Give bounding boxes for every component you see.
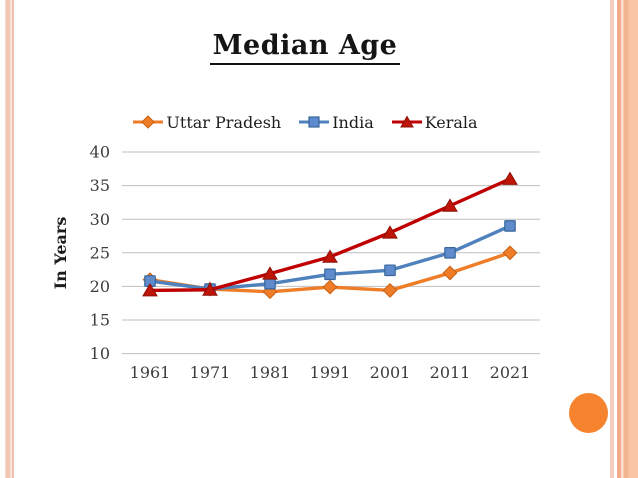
- y-tick-label: 20: [90, 277, 110, 296]
- right-border-stripe-accent: [617, 0, 621, 478]
- square-icon: [308, 116, 320, 128]
- right-border-stripe-thin: [610, 0, 614, 478]
- x-tick-labels: 1961 1971 1981 1991 2001 2011 2021: [130, 363, 531, 382]
- triangle-marker: [382, 225, 398, 239]
- right-border-band: [621, 0, 638, 478]
- square-marker: [504, 220, 516, 232]
- x-tick-label: 1961: [130, 363, 171, 382]
- y-tick-label: 30: [90, 210, 110, 229]
- diamond-legend-swatch-icon: [133, 115, 164, 129]
- x-tick-label: 1991: [310, 363, 351, 382]
- chart-legend: Uttar Pradesh India Kerala: [0, 111, 610, 133]
- y-tick-label: 15: [90, 311, 110, 330]
- triangle-marker: [442, 198, 458, 212]
- y-tick-label: 35: [90, 176, 110, 195]
- page-title-text: Median Age: [209, 30, 401, 65]
- legend-label: Uttar Pradesh: [166, 112, 282, 132]
- square-marker: [264, 277, 276, 290]
- diamond-marker: [442, 265, 458, 281]
- diamond-marker: [322, 279, 338, 295]
- y-axis-title: In Years: [51, 217, 70, 290]
- y-tick-labels: 40 35 30 25 20 15 10: [90, 143, 110, 364]
- square-marker: [384, 264, 396, 277]
- y-tick-label: 10: [90, 344, 110, 363]
- x-tick-label: 2011: [430, 363, 471, 382]
- triangle-marker: [142, 283, 158, 297]
- series-kerala: [142, 171, 518, 297]
- legend-label: India: [332, 112, 374, 132]
- triangle-marker: [202, 282, 218, 296]
- legend-item-uttar-pradesh: Uttar Pradesh: [132, 113, 281, 132]
- triangle-marker: [262, 266, 278, 280]
- triangle-marker: [322, 249, 338, 263]
- legend-item-kerala: Kerala: [391, 113, 478, 132]
- x-tick-label: 2021: [490, 363, 531, 382]
- square-marker: [444, 247, 456, 259]
- triangle-icon: [399, 115, 414, 128]
- legend-label: Kerala: [424, 112, 478, 132]
- legend-item-india: India: [298, 113, 374, 132]
- square-legend-swatch-icon: [299, 116, 330, 128]
- x-tick-label: 1971: [190, 363, 231, 382]
- y-tick-label: 25: [90, 243, 110, 262]
- page-title: Median Age: [0, 30, 610, 65]
- x-tick-label: 1981: [250, 363, 291, 382]
- diamond-icon: [141, 115, 156, 129]
- x-tick-label: 2001: [370, 363, 411, 382]
- diamond-marker: [502, 245, 518, 261]
- triangle-legend-swatch-icon: [391, 115, 422, 128]
- y-tick-label: 40: [90, 143, 110, 162]
- diamond-marker: [382, 283, 398, 298]
- decorative-circle: [569, 393, 608, 433]
- left-border-stripe: [5, 0, 14, 478]
- triangle-marker: [502, 171, 518, 185]
- square-marker: [324, 268, 336, 281]
